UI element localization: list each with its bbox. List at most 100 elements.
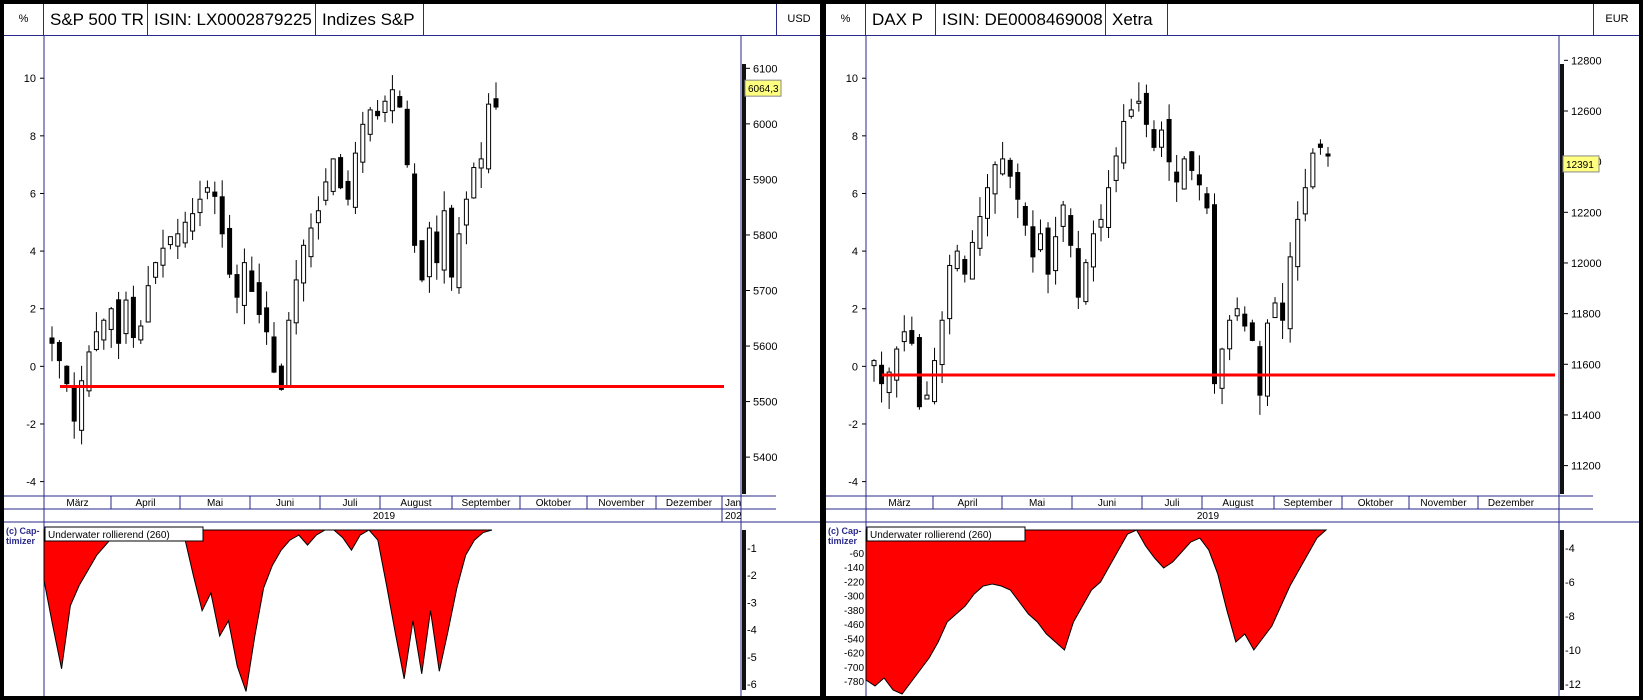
candle-body (992, 164, 998, 195)
y-tick-label: 4 (30, 246, 36, 258)
indicator-left-tick: -540 (844, 634, 864, 645)
month-label: November (598, 498, 645, 509)
indicator-left-tick: -780 (844, 677, 864, 688)
copyright-note: (c) Cap- timizer (6, 526, 40, 546)
candle-body (249, 270, 255, 292)
indicator-left-tick: -60 (850, 549, 865, 560)
price-tick-label: 11800 (1571, 309, 1601, 321)
price-tick-label: 6000 (753, 119, 777, 131)
candle-body (330, 158, 336, 192)
y-tick-label: 0 (30, 361, 36, 373)
candle-body (212, 191, 218, 197)
price-chart[interactable]: -4 -2 0 2 4 6 8 10 11200 11400 11600 11800 12000 1220… (826, 4, 1639, 696)
candle-body (1219, 348, 1225, 389)
indicator-scroll-track (1560, 530, 1564, 690)
candle-body (1249, 322, 1255, 341)
candle-body (471, 167, 477, 199)
candle-body (175, 233, 181, 247)
price-tick-label: 11400 (1571, 410, 1601, 422)
month-label: Dezember (1488, 498, 1535, 509)
candle-body (426, 227, 432, 278)
isin-label[interactable]: ISIN: DE0008469008 (936, 4, 1106, 35)
candle-body (315, 210, 321, 224)
month-label: November (1420, 498, 1467, 509)
candle-body (153, 262, 159, 278)
candle-body (234, 274, 240, 298)
candle-body (441, 210, 447, 271)
candle-body (1325, 153, 1331, 157)
price-tick-label: 5400 (753, 452, 777, 464)
y-tick-label: -4 (26, 477, 36, 489)
exchange-label[interactable]: Indizes S&P (316, 4, 424, 35)
candle-body (219, 196, 225, 235)
candle-body (1166, 118, 1172, 163)
indicator-left-tick: -700 (844, 663, 864, 674)
candle-body (434, 231, 440, 264)
indicator-right-tick: -5 (747, 652, 757, 664)
month-label: Oktober (1358, 498, 1394, 509)
candle-body (962, 259, 968, 275)
month-label: Juni (276, 498, 294, 509)
chart-header: % DAX P ISIN: DE0008469008 Xetra EUR (826, 4, 1639, 36)
percent-unit-label: % (826, 4, 866, 35)
indicator-right-tick: -12 (1565, 679, 1581, 691)
price-tick-label: 12600 (1571, 106, 1602, 118)
month-label: April (957, 498, 977, 509)
candle-body (1257, 346, 1263, 396)
isin-label[interactable]: ISIN: LX0002879225 (148, 4, 316, 35)
candle-body (182, 221, 188, 244)
candle-body (101, 319, 107, 341)
candle-body (977, 216, 983, 249)
candle-body (1136, 100, 1142, 104)
candle-body (301, 244, 307, 284)
y-tick-label: -2 (26, 419, 36, 431)
candle-body (1159, 129, 1165, 148)
candle-body (1053, 236, 1059, 272)
indicator-left-tick: -220 (844, 577, 864, 588)
candle-body (1234, 308, 1240, 317)
month-label: Mai (1029, 498, 1045, 509)
price-tick-label: 5700 (753, 285, 777, 297)
candle-body (1295, 218, 1301, 268)
candle-body (1310, 152, 1316, 188)
candle-body (1030, 226, 1036, 258)
price-chart[interactable]: -4 -2 0 2 4 6 8 10 5400 5500 5600 5700 5800 5900 6000 6… (4, 4, 820, 696)
candle-body (227, 227, 233, 275)
candle-body (271, 336, 277, 373)
price-tick-label: 5600 (753, 341, 777, 353)
last-price-label: 12391 (1566, 160, 1594, 171)
exchange-label[interactable]: Xetra (1106, 4, 1168, 35)
indicator-right-tick: -6 (747, 679, 757, 691)
y-tick-label: 6 (30, 188, 36, 200)
y-tick-label: 8 (852, 131, 858, 143)
month-label: März (66, 498, 88, 509)
indicator-right-tick: -8 (1565, 611, 1575, 623)
candle-body (204, 187, 210, 193)
instrument-name[interactable]: DAX P (866, 4, 936, 35)
month-label: Oktober (536, 498, 572, 509)
candle-body (123, 299, 129, 335)
candle-body (449, 207, 455, 278)
candle-body (1037, 233, 1043, 251)
price-tick-label: 5800 (753, 230, 777, 242)
price-tick-label: 6100 (753, 63, 777, 75)
month-label: Mai (207, 498, 223, 509)
month-label: September (1284, 498, 1334, 509)
y-tick-label: 2 (852, 304, 858, 316)
instrument-name[interactable]: S&P 500 TR (44, 4, 148, 35)
indicator-right-tick: -1 (747, 543, 757, 555)
copyright-note: (c) Cap- timizer (828, 526, 862, 546)
candle-body (1083, 262, 1089, 303)
candle-body (932, 360, 938, 403)
indicator-right-tick: -2 (747, 570, 757, 582)
candle-body (1000, 158, 1006, 175)
candle-body (71, 387, 77, 422)
candle-body (286, 319, 292, 387)
candle-body (1174, 171, 1180, 183)
candle-body (1302, 187, 1308, 215)
candle-body (130, 296, 136, 339)
candle-body (197, 198, 203, 214)
y-tick-label: 2 (30, 304, 36, 316)
indicator-right-tick: -3 (747, 597, 757, 609)
month-label: Juli (342, 498, 357, 509)
